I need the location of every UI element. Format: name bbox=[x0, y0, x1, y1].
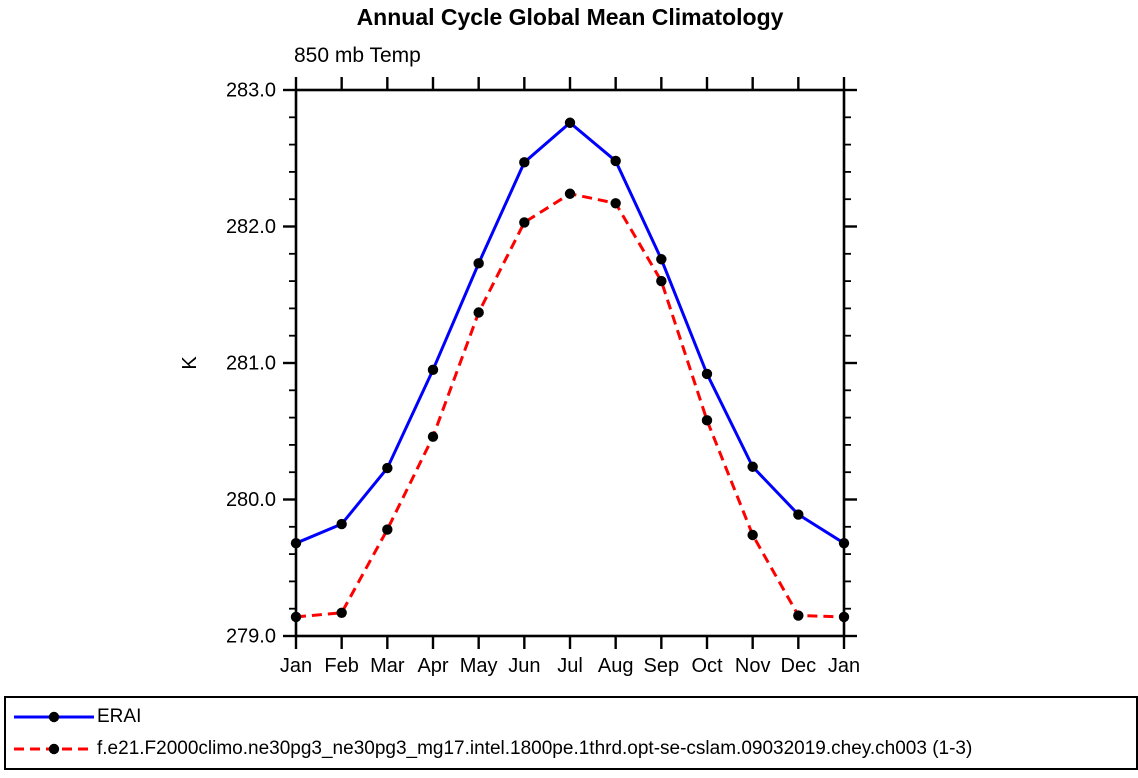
legend-box: ERAI f.e21.F2000climo.ne30pg3_ne30pg3_mg1… bbox=[4, 696, 1138, 770]
x-tick-label: Jul bbox=[557, 655, 583, 677]
data-point-marker bbox=[793, 509, 804, 520]
x-tick-label: Jun bbox=[508, 655, 540, 677]
data-point-marker bbox=[656, 275, 667, 287]
data-point-marker bbox=[564, 117, 576, 128]
data-point-marker bbox=[336, 518, 347, 530]
annual-cycle-plot: 279.0 280.0 281.0 282.0 283.0 Jan Feb Mar Apr May… bbox=[179, 77, 860, 677]
data-point-marker bbox=[701, 368, 713, 380]
data-point-marker bbox=[656, 254, 667, 265]
chart-title: Annual Cycle Global Mean Climatology bbox=[356, 4, 784, 30]
y-tick-label: 283.0 bbox=[226, 80, 276, 102]
legend-line-sample bbox=[14, 711, 94, 723]
data-point-marker bbox=[747, 461, 758, 472]
data-point-marker bbox=[519, 157, 530, 168]
legend-label: f.e21.F2000climo.ne30pg3_ne30pg3_mg17.in… bbox=[97, 738, 973, 759]
legend-label: ERAI bbox=[97, 706, 142, 727]
x-tick-label: Apr bbox=[417, 655, 448, 677]
data-point-marker bbox=[290, 611, 302, 623]
x-tick-label: Oct bbox=[691, 655, 723, 677]
x-tick-label: Jan bbox=[828, 655, 860, 677]
data-point-marker bbox=[382, 462, 393, 474]
erai-line bbox=[295, 120, 845, 545]
x-tick-label: May bbox=[460, 655, 498, 677]
y-axis-label: K bbox=[179, 356, 201, 370]
data-point-marker bbox=[701, 415, 713, 426]
data-point-marker bbox=[838, 611, 850, 623]
legend-line-sample bbox=[14, 743, 94, 755]
legend-row-model: f.e21.F2000climo.ne30pg3_ne30pg3_mg17.in… bbox=[12, 733, 1136, 765]
x-tick-label: Mar bbox=[370, 655, 405, 677]
data-point-marker bbox=[793, 610, 804, 621]
x-tick-label: Dec bbox=[781, 655, 817, 677]
y-tick-label: 282.0 bbox=[226, 216, 276, 238]
y-tick-label: 281.0 bbox=[226, 353, 276, 375]
data-point-marker bbox=[473, 307, 484, 318]
x-tick-label: Sep bbox=[644, 655, 680, 677]
data-point-marker bbox=[564, 188, 576, 199]
data-point-marker bbox=[747, 529, 758, 541]
chart-subtitle: 850 mb Temp bbox=[294, 44, 421, 67]
x-tick-label: Nov bbox=[735, 655, 771, 677]
data-point-marker bbox=[610, 155, 621, 167]
data-point-marker bbox=[382, 524, 393, 535]
data-point-marker bbox=[427, 431, 439, 442]
x-tick-label: Aug bbox=[598, 655, 634, 677]
data-point-marker bbox=[427, 364, 439, 376]
data-point-marker bbox=[336, 607, 347, 618]
x-tick-label: Feb bbox=[324, 655, 358, 677]
data-point-marker bbox=[290, 537, 302, 549]
y-tick-label: 280.0 bbox=[226, 489, 276, 511]
data-point-marker bbox=[838, 537, 850, 549]
x-tick-label: Jan bbox=[280, 655, 312, 677]
model-line bbox=[295, 192, 845, 619]
data-point-marker bbox=[610, 198, 621, 209]
data-point-marker bbox=[473, 258, 484, 269]
y-tick-label: 279.0 bbox=[226, 626, 276, 648]
plot-frame bbox=[294, 88, 846, 638]
data-point-marker bbox=[519, 217, 530, 228]
legend-row-erai: ERAI bbox=[12, 701, 1136, 733]
